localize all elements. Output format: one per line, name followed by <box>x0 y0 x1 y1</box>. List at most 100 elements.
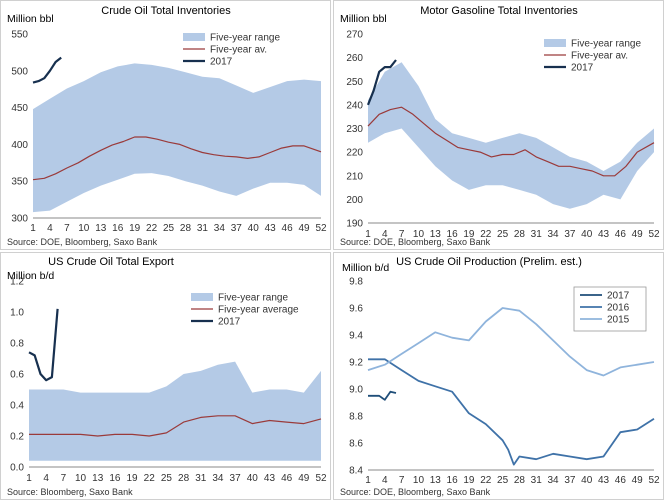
five-year-range-area <box>33 63 321 213</box>
y-tick-label: 0.6 <box>10 370 24 381</box>
x-tick-label: 34 <box>547 475 559 486</box>
x-tick-label: 4 <box>47 223 53 234</box>
x-tick-label: 7 <box>399 475 405 486</box>
y-axis-unit-label: Million b/d <box>342 262 389 274</box>
x-tick-label: 46 <box>615 229 627 240</box>
legend-swatch-range <box>544 39 566 47</box>
series-line-five-year-av- <box>32 136 322 181</box>
x-tick-label: 10 <box>75 473 87 484</box>
y-tick-label: 210 <box>346 171 363 182</box>
y-tick-label: 500 <box>11 66 28 77</box>
legend-label: 2017 <box>210 57 233 68</box>
x-tick-label: 43 <box>598 475 610 486</box>
x-tick-label: 34 <box>547 229 559 240</box>
x-tick-label: 16 <box>109 473 121 484</box>
x-tick-label: 4 <box>43 473 49 484</box>
x-tick-label: 25 <box>163 223 175 234</box>
y-tick-label: 8.8 <box>349 412 363 423</box>
x-tick-label: 22 <box>144 473 156 484</box>
x-tick-label: 52 <box>648 475 660 486</box>
x-tick-label: 52 <box>315 473 327 484</box>
x-tick-label: 46 <box>281 473 293 484</box>
legend-label: Five-year range <box>210 33 280 44</box>
y-tick-label: 220 <box>346 148 363 159</box>
legend-swatch-range <box>191 293 213 301</box>
legend-label: 2016 <box>607 303 630 314</box>
x-tick-label: 34 <box>212 473 224 484</box>
y-tick-label: 350 <box>11 177 28 188</box>
x-tick-label: 13 <box>95 223 107 234</box>
chart-panel-crude-inventories: Crude Oil Total Inventories Million bbl So… <box>0 0 331 250</box>
y-tick-label: 9.2 <box>349 358 363 369</box>
legend-label: 2017 <box>607 291 630 302</box>
y-axis-unit-label: Million bbl <box>7 13 54 25</box>
x-tick-label: 10 <box>413 475 425 486</box>
x-tick-label: 37 <box>231 223 243 234</box>
x-tick-label: 37 <box>230 473 242 484</box>
x-tick-label: 40 <box>248 223 260 234</box>
x-tick-label: 1 <box>365 475 371 486</box>
legend-label: Five-year average <box>218 305 299 316</box>
five-year-range-area <box>29 361 321 461</box>
x-tick-label: 28 <box>514 475 526 486</box>
chart-panel-gasoline-inventories: Motor Gasoline Total Inventories Million … <box>333 0 664 250</box>
x-tick-label: 22 <box>146 223 158 234</box>
x-tick-label: 7 <box>64 223 70 234</box>
x-tick-label: 1 <box>30 223 36 234</box>
x-tick-label: 10 <box>78 223 90 234</box>
x-tick-label: 31 <box>197 223 209 234</box>
chart-panel-crude-production: US Crude Oil Production (Prelim. est.) Mi… <box>333 252 664 500</box>
x-tick-label: 19 <box>463 229 475 240</box>
y-tick-label: 9.8 <box>349 277 363 288</box>
x-tick-label: 16 <box>447 475 459 486</box>
series-line-2017 <box>366 59 397 106</box>
chart-title: US Crude Oil Total Export <box>48 256 174 268</box>
x-tick-label: 7 <box>61 473 67 484</box>
y-tick-label: 240 <box>346 100 363 111</box>
chart-title: US Crude Oil Production (Prelim. est.) <box>396 256 582 268</box>
y-tick-label: 200 <box>346 195 363 206</box>
x-tick-label: 16 <box>447 229 459 240</box>
y-tick-label: 270 <box>346 30 363 41</box>
x-tick-label: 40 <box>247 473 259 484</box>
x-tick-label: 52 <box>315 223 327 234</box>
y-tick-label: 0.0 <box>10 463 24 474</box>
x-tick-label: 43 <box>264 473 276 484</box>
x-tick-label: 52 <box>648 229 660 240</box>
legend-swatch-range <box>183 33 205 41</box>
chart-title: Motor Gasoline Total Inventories <box>420 5 578 17</box>
x-tick-label: 46 <box>615 475 627 486</box>
series-line-2017 <box>28 308 59 382</box>
series-line-five-year-av- <box>367 106 655 177</box>
x-tick-label: 1 <box>365 229 371 240</box>
x-tick-label: 13 <box>92 473 104 484</box>
x-tick-label: 34 <box>214 223 226 234</box>
series-line-five-year-average <box>29 415 322 437</box>
x-tick-label: 19 <box>463 475 475 486</box>
x-tick-label: 25 <box>161 473 173 484</box>
x-tick-label: 31 <box>531 229 543 240</box>
x-tick-label: 13 <box>430 475 442 486</box>
series-line-2015 <box>367 307 655 377</box>
series-line-2017 <box>368 390 397 401</box>
series-line-2017 <box>32 56 62 84</box>
x-tick-label: 37 <box>564 475 576 486</box>
x-tick-label: 49 <box>298 473 310 484</box>
y-tick-label: 9.6 <box>349 304 363 315</box>
x-tick-label: 28 <box>180 223 192 234</box>
chart-panel-crude-export: US Crude Oil Total Export Million b/d Sour… <box>0 252 331 500</box>
source-note: Source: Bloomberg, Saxo Bank <box>7 487 133 497</box>
y-tick-label: 9.4 <box>349 331 363 342</box>
x-tick-label: 25 <box>497 475 509 486</box>
gasoline-inventories-chart: Motor Gasoline Total Inventories Million … <box>340 5 660 247</box>
x-tick-label: 40 <box>581 475 593 486</box>
crude-production-chart: US Crude Oil Production (Prelim. est.) Mi… <box>340 256 660 497</box>
x-tick-label: 13 <box>430 229 442 240</box>
x-tick-label: 19 <box>126 473 138 484</box>
y-tick-label: 450 <box>11 103 28 114</box>
y-tick-label: 300 <box>11 214 28 225</box>
y-tick-label: 8.4 <box>349 466 363 477</box>
